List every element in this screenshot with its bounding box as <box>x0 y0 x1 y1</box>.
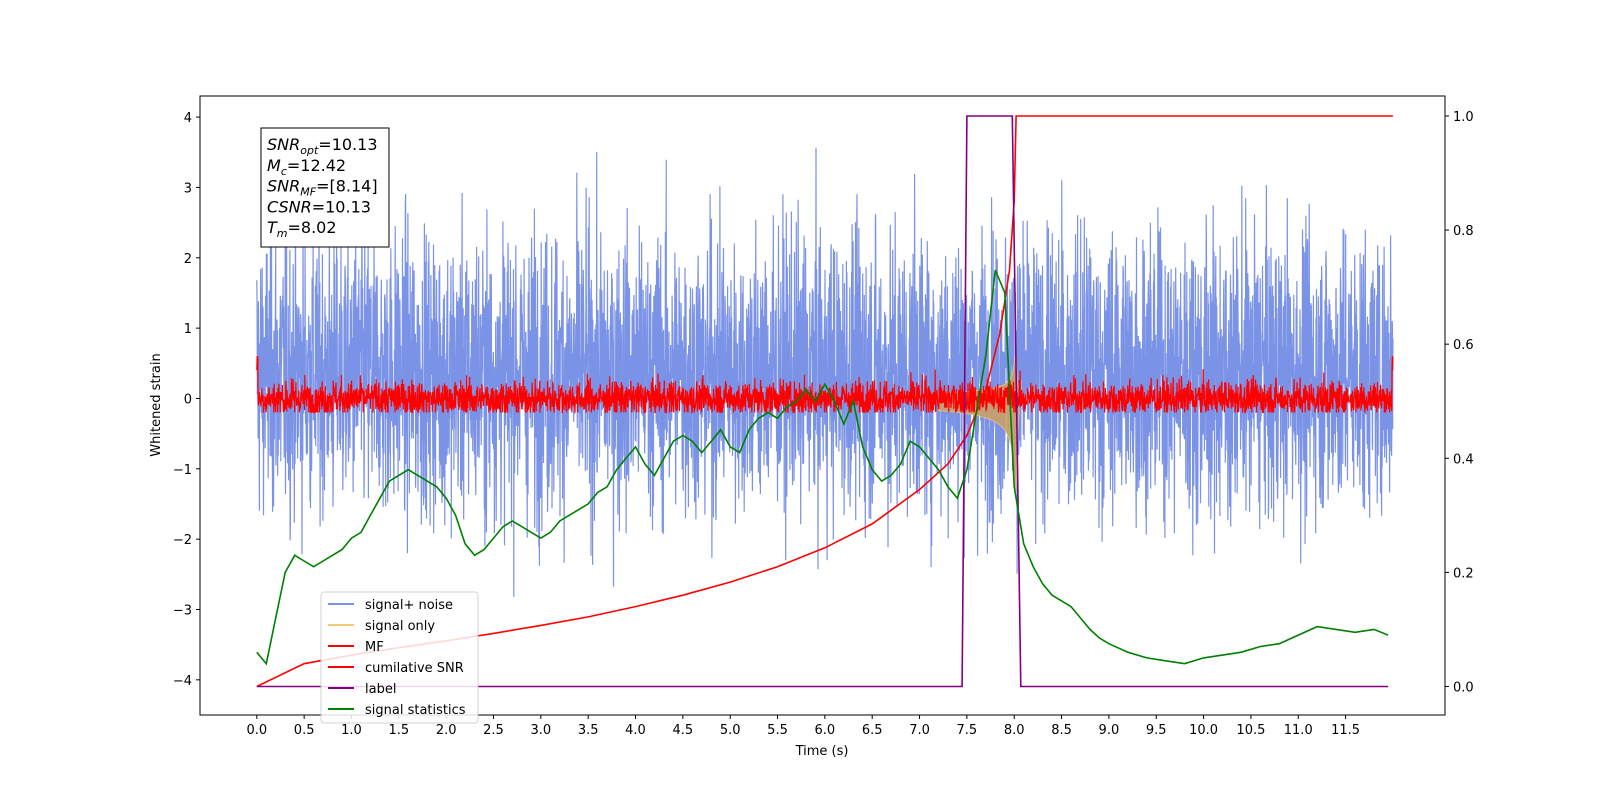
plot-frame <box>199 95 1446 716</box>
x-axis-label: Time (s) <box>795 744 849 759</box>
y-axis-left: 4 3 2 1 0 −1 −2 −3 −4 <box>173 111 200 689</box>
y-left-tick-label: 1 <box>184 322 192 337</box>
legend-label: signal statistics <box>365 703 466 718</box>
info-line: CSNR=10.13 <box>267 197 371 216</box>
x-tick-label: 0.5 <box>294 723 315 738</box>
x-tick-label: 6.5 <box>862 723 883 738</box>
info-line: SNRMF=[8.14] <box>267 177 378 199</box>
series-label <box>256 115 1389 688</box>
y-right-tick-label: 0.2 <box>1453 566 1474 581</box>
info-box-frame <box>260 127 390 248</box>
legend-label: cumilative SNR <box>365 661 464 676</box>
y-left-tick-label: 2 <box>184 252 192 267</box>
info-line: Mc=12.42 <box>267 156 346 178</box>
x-tick-label: 9.5 <box>1146 723 1167 738</box>
x-tick-label: 4.5 <box>673 723 694 738</box>
legend-label: MF <box>365 640 384 655</box>
y-right-tick-label: 0.4 <box>1453 452 1474 467</box>
x-tick-label: 0.0 <box>246 723 267 738</box>
y-left-tick-label: 3 <box>184 181 192 196</box>
legend-label: label <box>365 682 396 697</box>
x-axis: 0.0 0.5 1.0 1.5 2.0 2.5 3.0 3.5 4.0 4.5 5.0 5.5 6.0 6… <box>246 715 1360 738</box>
x-tick-label: 6.0 <box>815 723 836 738</box>
x-tick-label: 11.5 <box>1331 723 1360 738</box>
y-right-tick-label: 0.0 <box>1453 680 1474 695</box>
y-right-tick-label: 0.6 <box>1453 338 1474 353</box>
series-signal-noise <box>256 147 1394 597</box>
x-tick-label: 1.0 <box>341 723 362 738</box>
x-tick-label: 7.5 <box>957 723 978 738</box>
x-tick-label: 7.0 <box>909 723 930 738</box>
y-left-tick-label: −3 <box>173 603 192 618</box>
info-line: Tm=8.02 <box>267 218 337 240</box>
info-box: SNRopt=10.13Mc=12.42SNRMF=[8.14]CSNR=10.… <box>260 127 390 248</box>
x-tick-label: 2.5 <box>483 723 504 738</box>
x-tick-label: 2.0 <box>436 723 457 738</box>
legend-frame <box>320 591 479 724</box>
x-tick-label: 10.5 <box>1236 723 1265 738</box>
y-axis-right: 1.0 0.8 0.6 0.4 0.2 0.0 <box>1445 110 1474 695</box>
legend-label: signal+ noise <box>365 598 453 613</box>
x-tick-label: 4.0 <box>625 723 646 738</box>
y-axis-label: Whitened strain <box>149 353 164 456</box>
x-tick-label: 11.0 <box>1284 723 1313 738</box>
info-line: SNRopt=10.13 <box>267 135 378 157</box>
y-left-tick-label: 4 <box>184 111 192 126</box>
y-left-tick-label: −2 <box>173 533 192 548</box>
legend: signal+ noise signal only MF cumilative SNR… <box>320 591 479 724</box>
legend-label: signal only <box>365 619 435 634</box>
x-tick-label: 10.0 <box>1189 723 1218 738</box>
x-tick-label: 1.5 <box>388 723 409 738</box>
y-left-tick-label: −4 <box>173 674 192 689</box>
x-tick-label: 8.0 <box>1004 723 1025 738</box>
y-left-tick-label: −1 <box>173 463 192 478</box>
series-mf <box>256 356 1394 414</box>
y-right-tick-label: 0.8 <box>1453 224 1474 239</box>
x-tick-label: 3.5 <box>578 723 599 738</box>
x-tick-label: 3.0 <box>530 723 551 738</box>
y-left-tick-label: 0 <box>184 392 192 407</box>
series-signal-statistics <box>256 269 1389 666</box>
x-tick-label: 5.0 <box>720 723 741 738</box>
x-tick-label: 9.0 <box>1099 723 1120 738</box>
x-tick-label: 8.5 <box>1051 723 1072 738</box>
x-tick-label: 5.5 <box>767 723 788 738</box>
y-right-tick-label: 1.0 <box>1453 110 1474 125</box>
